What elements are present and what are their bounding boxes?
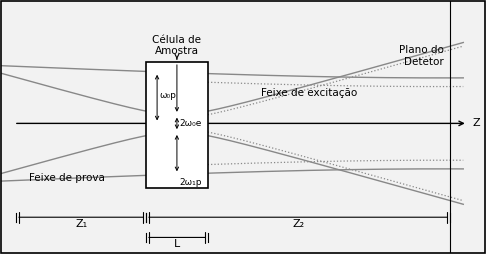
Text: 2ω₀e: 2ω₀e xyxy=(179,119,202,128)
Bar xyxy=(146,62,208,188)
Text: Feixe de prova: Feixe de prova xyxy=(29,172,104,183)
Text: L: L xyxy=(174,239,180,249)
Text: Z₂: Z₂ xyxy=(292,219,304,229)
Text: Z: Z xyxy=(472,118,480,128)
Text: 2ω₁p: 2ω₁p xyxy=(179,178,202,187)
Text: Feixe de excitação: Feixe de excitação xyxy=(261,88,357,98)
Text: Plano do
Detetor: Plano do Detetor xyxy=(399,45,443,67)
Text: ω₀p: ω₀p xyxy=(159,90,176,100)
Text: Z₁: Z₁ xyxy=(75,219,87,229)
Text: Célula de
Amostra: Célula de Amostra xyxy=(153,35,201,56)
